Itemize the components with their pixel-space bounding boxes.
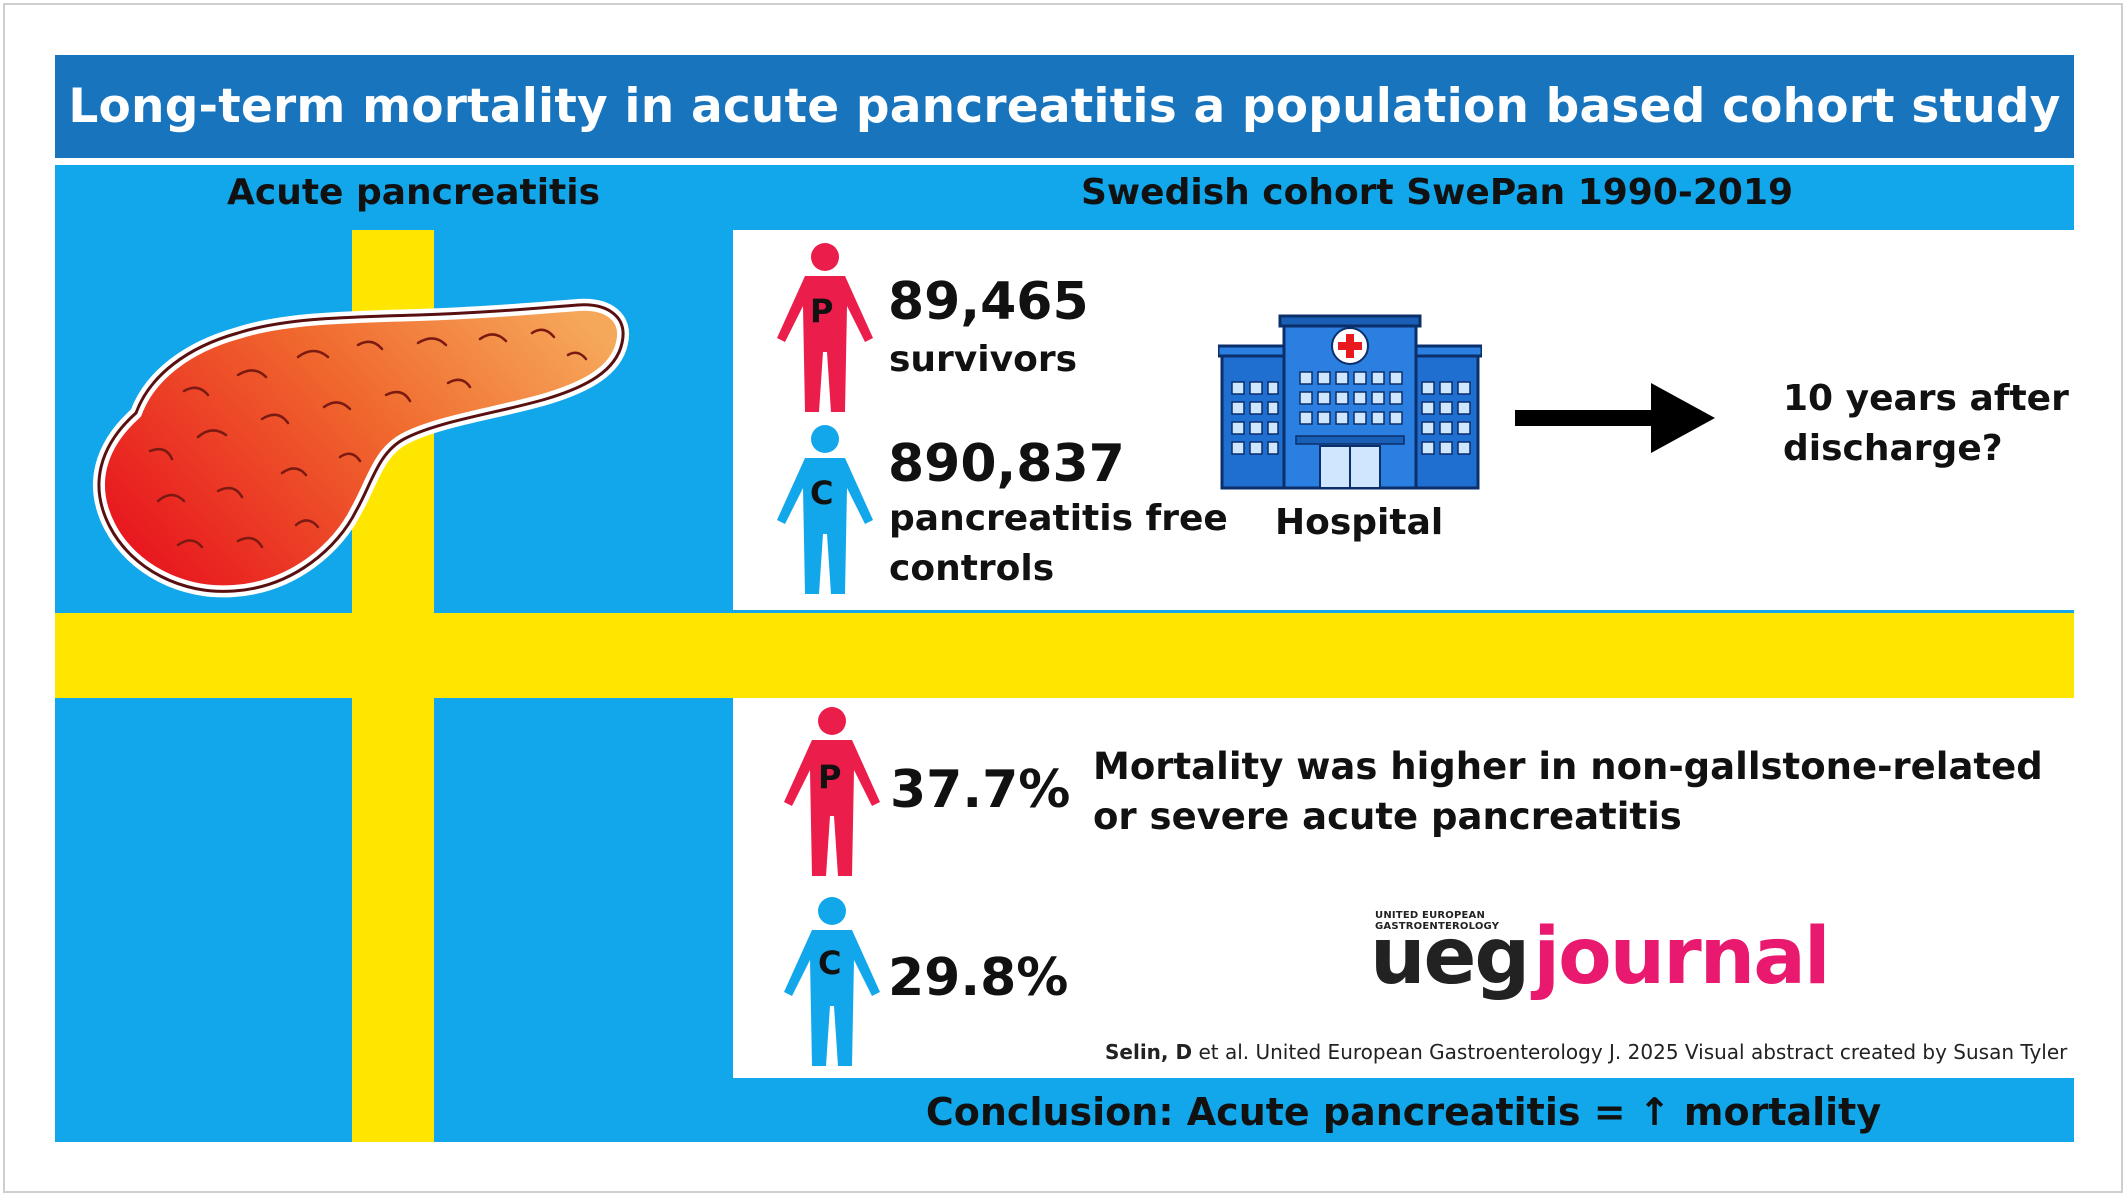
page-title: Long-term mortality in acute pancreatiti… [68, 79, 2061, 134]
patient-letter: P [810, 292, 834, 330]
control-letter: C [810, 474, 834, 512]
pancreas-illustration [92, 298, 630, 598]
hospital-icon [1218, 314, 1482, 490]
mortality-control-letter: C [818, 944, 842, 982]
left-header: Acute pancreatitis [227, 172, 601, 213]
finding-line2: or severe acute pancreatitis [1093, 795, 1682, 838]
person-control-icon [784, 897, 880, 1066]
citation-rest: et al. United European Gastroenterology … [1192, 1040, 2068, 1064]
arrow-right-icon [1515, 383, 1715, 453]
person-control-icon [777, 425, 873, 594]
conclusion-tail: mortality [1670, 1090, 1882, 1134]
conclusion-text: Acute pancreatitis = [1173, 1090, 1639, 1134]
controls-label-line2: controls [889, 548, 1055, 589]
ueg-org-line1: UNITED EUROPEAN [1375, 910, 1486, 921]
conclusion-bar: Conclusion: Acute pancreatitis = ↑ morta… [733, 1082, 2074, 1142]
controls-count: 890,837 [888, 434, 1125, 494]
survivors-label: survivors [889, 339, 1077, 380]
survivors-count: 89,465 [888, 272, 1089, 332]
hospital-label: Hospital [1275, 502, 1444, 543]
person-patient-icon [784, 707, 880, 876]
title-bar: Long-term mortality in acute pancreatiti… [55, 55, 2074, 158]
conclusion-label: Conclusion: [925, 1090, 1174, 1134]
flag-cross-horizontal [55, 613, 2074, 698]
mortality-panel [733, 698, 2074, 1078]
ueg-org-text: UNITED EUROPEAN GASTROENTEROLOGY [1375, 910, 1499, 932]
up-arrow-icon: ↑ [1638, 1090, 1671, 1134]
outer-frame [3, 3, 2123, 1193]
mortality-patients-value: 37.7% [890, 760, 1071, 820]
ueg-journal-logo: ueg journal [1370, 912, 1831, 1002]
followup-line2: discharge? [1783, 428, 2003, 469]
controls-label-line1: pancreatitis free [889, 498, 1228, 539]
journal-logo-word: journal [1533, 912, 1830, 1002]
right-header: Swedish cohort SwePan 1990-2019 [1081, 172, 1794, 213]
followup-line1: 10 years after [1783, 378, 2069, 419]
mortality-patient-letter: P [818, 758, 842, 796]
mortality-controls-value: 29.8% [888, 948, 1069, 1008]
ueg-org-line2: GASTROENTEROLOGY [1375, 921, 1500, 932]
finding-line1: Mortality was higher in non-gallstone-re… [1093, 745, 2043, 788]
ueg-logo-word: ueg [1370, 912, 1530, 1002]
citation-author: Selin, D [1105, 1040, 1193, 1064]
citation: Selin, D et al. United European Gastroen… [1105, 1040, 2067, 1064]
person-patient-icon [777, 243, 873, 412]
